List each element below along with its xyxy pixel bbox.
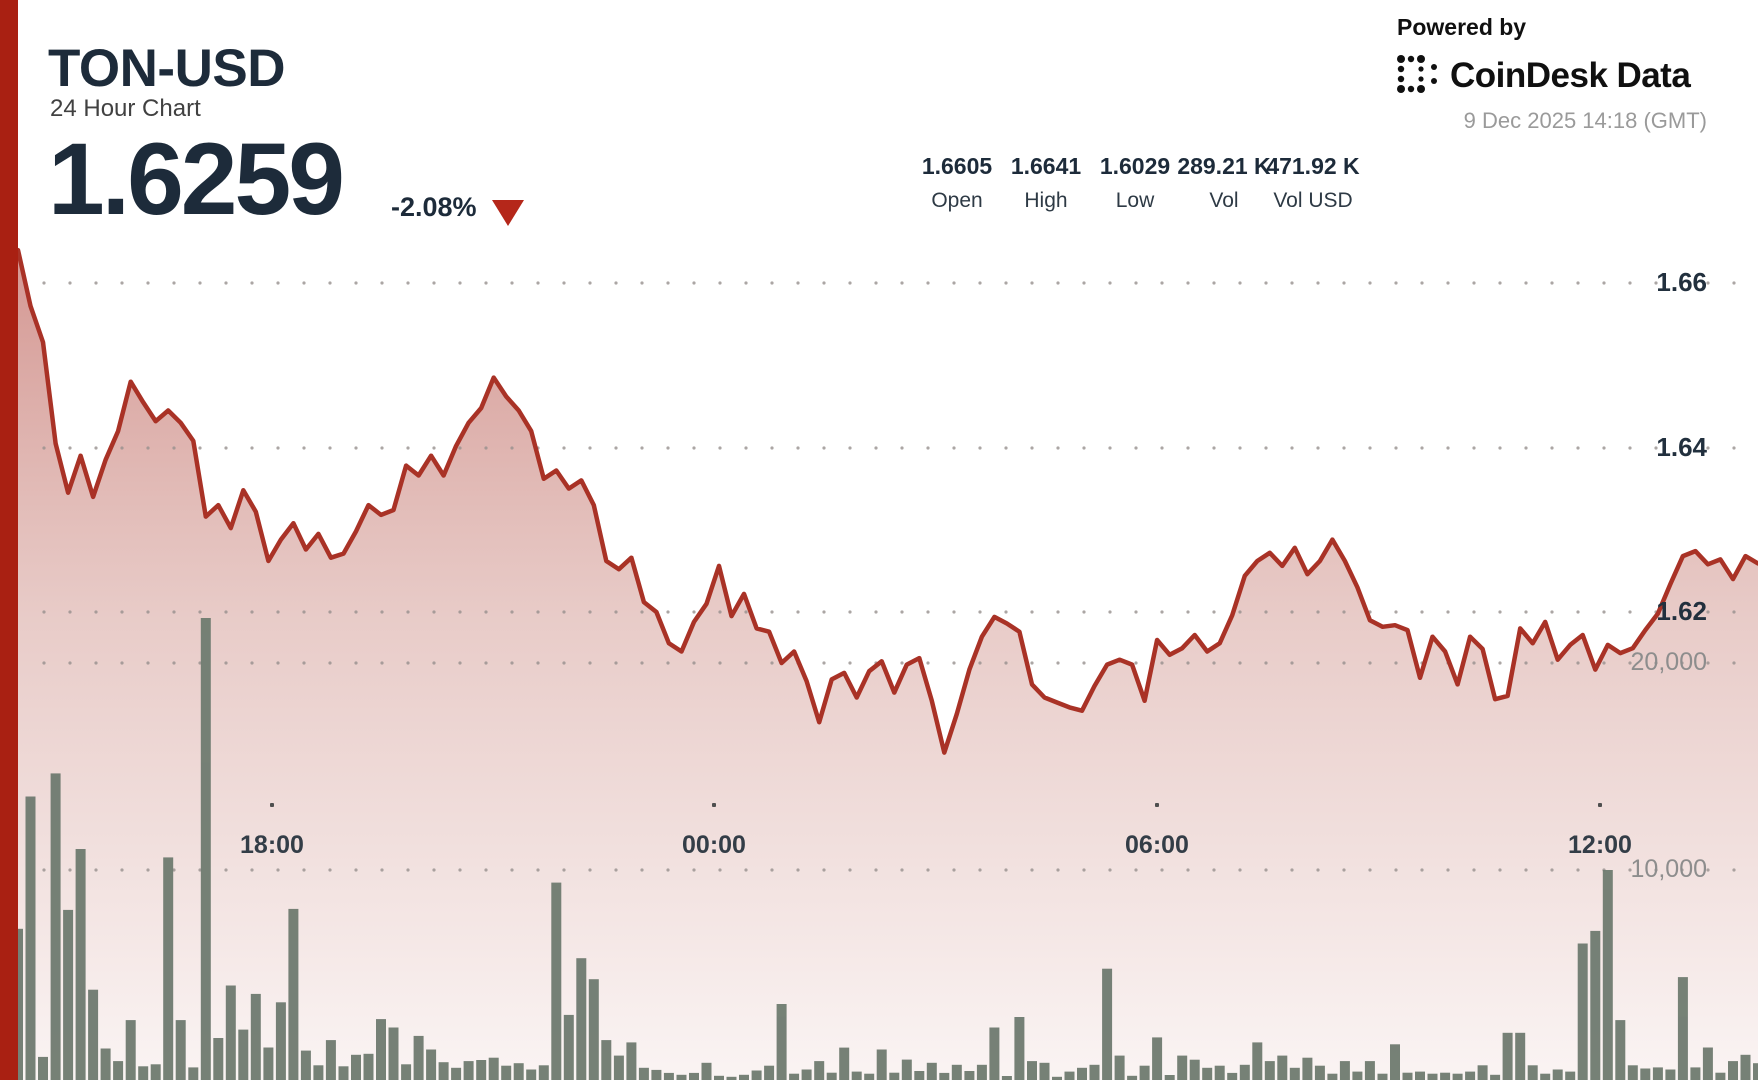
stat-label: Open bbox=[931, 189, 983, 212]
volume-axis-label: 10,000 bbox=[1630, 855, 1707, 883]
stat-value: 1.6641 bbox=[1010, 153, 1082, 179]
powered-by-text: Powered by bbox=[1397, 14, 1527, 40]
brand-name: CoinDesk bbox=[1450, 56, 1608, 95]
volume-bars bbox=[13, 618, 1758, 1080]
time-axis-label: 06:00 bbox=[1125, 831, 1189, 859]
grid-dots bbox=[42, 281, 1736, 872]
chart-subtitle: 24 Hour Chart bbox=[50, 95, 201, 122]
ohlcv-stats-row: 1.6605 Open 1.6641 High 1.6029 Low 289.2… bbox=[0, 153, 1758, 223]
stat-value: 1.6029 bbox=[1099, 153, 1171, 179]
stat-label: Vol bbox=[1209, 189, 1239, 212]
time-axis-label: 00:00 bbox=[682, 831, 746, 859]
brand-suffix: Data bbox=[1616, 56, 1691, 95]
time-axis-label: 18:00 bbox=[240, 831, 304, 859]
volume-axis-label: 20,000 bbox=[1630, 648, 1707, 676]
price-line bbox=[15, 247, 1758, 755]
coindesk-logo-icon bbox=[1397, 55, 1437, 93]
stat-value: 1.6605 bbox=[921, 153, 993, 179]
stat-label: Vol USD bbox=[1273, 189, 1353, 212]
left-accent-bar bbox=[0, 0, 18, 1080]
chart-timestamp: 9 Dec 2025 14:18 (GMT) bbox=[1463, 108, 1707, 133]
price-change-percent: -2.08% bbox=[391, 192, 477, 222]
stat-volume-usd: 471.92 K Vol USD bbox=[1243, 153, 1383, 213]
time-axis-label: 12:00 bbox=[1568, 831, 1632, 859]
stat-high: 1.6641 High bbox=[976, 153, 1116, 213]
coindesk-data-logo[interactable]: CoinDesk Data bbox=[1396, 52, 1691, 100]
stat-low: 1.6029 Low bbox=[1065, 153, 1205, 213]
stat-label: Low bbox=[1115, 189, 1155, 212]
price-area-fill bbox=[18, 250, 1758, 1080]
stat-value: 289.21 K bbox=[1177, 153, 1271, 179]
stat-open: 1.6605 Open bbox=[887, 153, 1027, 213]
stat-label: High bbox=[1024, 189, 1068, 212]
stat-volume: 289.21 K Vol bbox=[1154, 153, 1294, 213]
price-axis-label: 1.62 bbox=[1656, 596, 1707, 626]
price-axis-label: 1.64 bbox=[1656, 432, 1707, 462]
down-arrow-icon bbox=[492, 200, 524, 226]
stat-value: 471.92 K bbox=[1266, 153, 1360, 179]
last-price: 1.6259 bbox=[48, 122, 345, 236]
symbol-title: TON-USD bbox=[48, 39, 285, 98]
price-axis-label: 1.66 bbox=[1656, 267, 1707, 297]
time-tick-dots bbox=[270, 803, 1602, 807]
